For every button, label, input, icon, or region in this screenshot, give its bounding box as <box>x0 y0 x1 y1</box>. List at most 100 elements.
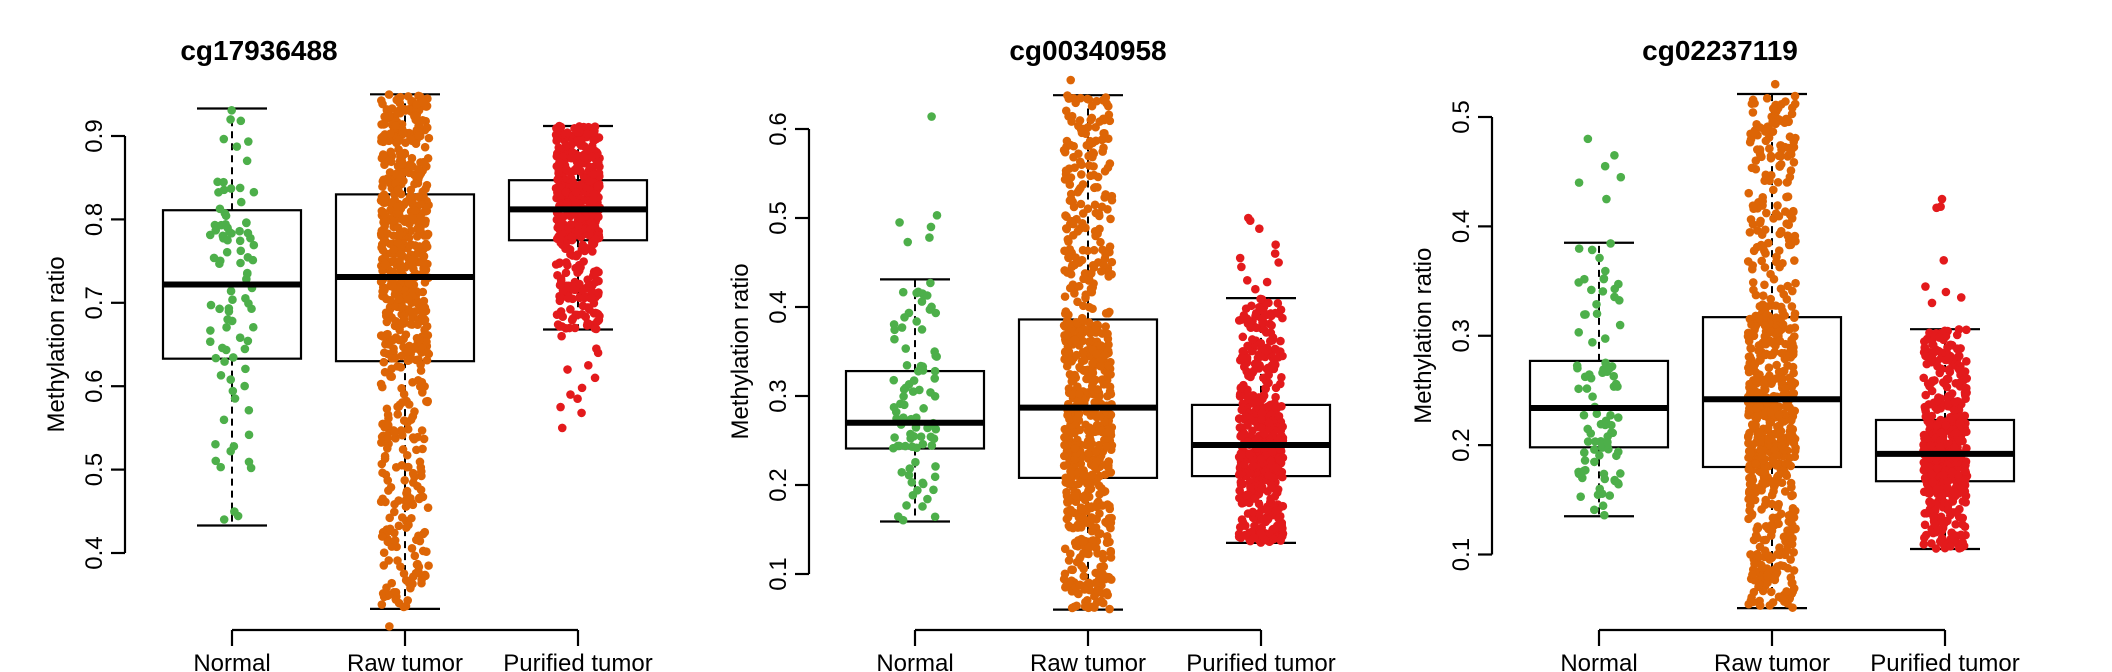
outlier-point <box>1939 255 1949 265</box>
data-point <box>1928 340 1938 350</box>
data-point <box>1574 327 1584 337</box>
data-point <box>1766 151 1776 161</box>
data-point <box>416 485 426 495</box>
data-point <box>397 351 406 361</box>
outlier-point <box>385 622 394 631</box>
data-point <box>1063 348 1073 358</box>
data-point <box>1607 420 1616 430</box>
outlier-point <box>903 237 913 247</box>
data-point <box>1083 204 1093 214</box>
data-point <box>1088 138 1098 148</box>
data-point <box>555 296 565 306</box>
data-point <box>1087 113 1097 123</box>
data-point <box>1745 379 1754 389</box>
box <box>1528 359 1670 449</box>
data-point <box>1095 412 1105 421</box>
data-point <box>1769 185 1778 195</box>
data-point <box>387 354 397 363</box>
data-point <box>1263 363 1273 373</box>
data-point <box>923 494 932 504</box>
data-point <box>564 294 573 303</box>
data-point <box>1777 99 1786 109</box>
data-point <box>220 357 229 366</box>
data-point <box>1070 163 1080 172</box>
data-point <box>408 309 418 318</box>
data-point <box>1921 434 1931 443</box>
outlier-point <box>573 394 582 404</box>
data-point <box>226 184 236 193</box>
data-point <box>380 259 390 269</box>
data-point <box>1790 99 1800 109</box>
data-point <box>413 320 422 329</box>
data-point <box>1070 260 1079 270</box>
data-point <box>1744 367 1754 377</box>
data-point <box>420 159 429 168</box>
data-point <box>1772 374 1781 383</box>
data-point <box>905 464 915 473</box>
data-point <box>1772 360 1781 370</box>
data-point <box>1780 487 1790 496</box>
data-point <box>1100 350 1110 360</box>
data-point <box>1754 579 1764 589</box>
data-point <box>215 304 224 314</box>
data-point <box>414 192 423 202</box>
data-point <box>1766 294 1776 304</box>
data-point <box>579 141 589 151</box>
data-point <box>1746 550 1755 559</box>
data-point <box>1066 194 1076 204</box>
data-point <box>1089 279 1098 288</box>
data-point <box>1096 267 1106 276</box>
data-point <box>931 351 940 361</box>
data-point <box>1065 319 1075 329</box>
data-point <box>1932 405 1942 414</box>
data-point <box>1104 272 1114 281</box>
data-point <box>1932 463 1942 473</box>
data-point <box>1757 451 1767 460</box>
data-point <box>890 334 899 344</box>
data-point <box>1944 365 1954 374</box>
data-point <box>424 561 433 570</box>
data-point <box>380 112 389 121</box>
data-point <box>1061 583 1070 592</box>
data-point <box>1791 278 1800 288</box>
data-point <box>556 122 566 132</box>
data-point <box>421 571 430 581</box>
data-point <box>378 132 388 141</box>
data-point <box>219 515 229 524</box>
data-point <box>1077 170 1086 179</box>
data-point <box>918 439 928 449</box>
data-point <box>1921 390 1931 400</box>
data-point <box>1961 498 1970 507</box>
data-point <box>1753 523 1763 533</box>
data-point <box>387 372 397 382</box>
data-point <box>399 315 409 325</box>
data-point <box>1752 404 1761 413</box>
data-point <box>1261 383 1270 393</box>
data-point <box>931 462 940 471</box>
data-point <box>228 386 238 396</box>
data-point <box>1107 195 1117 205</box>
data-point <box>1616 469 1625 478</box>
data-point <box>388 282 398 291</box>
outlier-point <box>927 112 936 121</box>
data-point <box>243 336 253 346</box>
data-point <box>397 302 407 311</box>
data-point <box>1954 378 1964 388</box>
data-point <box>1755 542 1765 552</box>
data-point <box>1074 281 1084 291</box>
data-point <box>907 478 917 487</box>
data-point <box>219 134 229 144</box>
data-point <box>1087 513 1096 522</box>
y-tick-label: 0.6 <box>765 112 792 145</box>
data-point <box>931 308 941 318</box>
data-point <box>1771 570 1780 580</box>
data-point <box>244 137 253 146</box>
data-point <box>1271 506 1281 515</box>
data-point <box>419 258 429 268</box>
data-point <box>558 312 568 322</box>
data-point <box>1936 428 1946 438</box>
data-point <box>1073 520 1083 530</box>
data-point <box>1079 470 1089 480</box>
data-point <box>922 291 932 300</box>
data-point <box>1092 96 1101 106</box>
